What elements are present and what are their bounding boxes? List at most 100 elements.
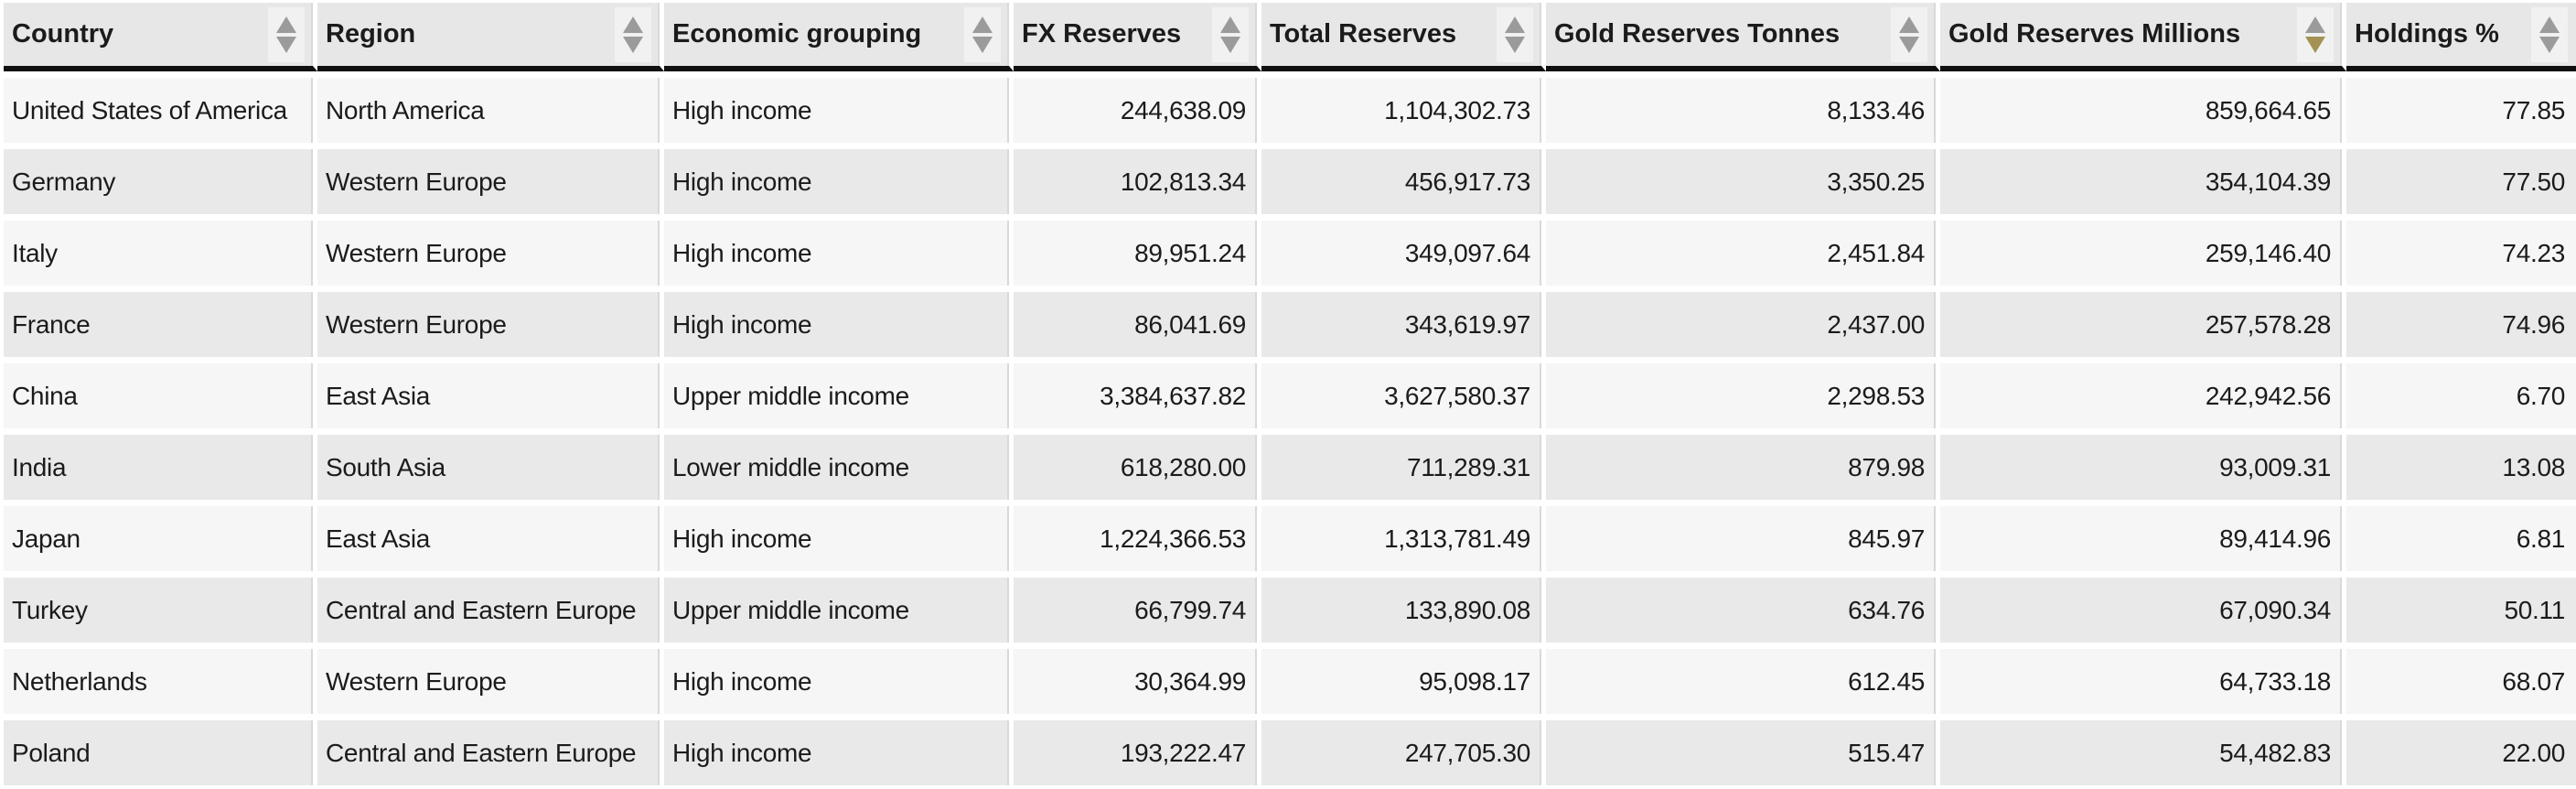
cell-region: Western Europe [317,292,664,357]
cell-country: Poland [4,720,317,785]
cell-gold-reserves-tonnes: 879.98 [1546,435,1940,500]
sort-desc-arrow-icon [276,36,296,53]
table-body: United States of America North America Hig… [4,78,2576,785]
cell-holdings-percent: 50.11 [2346,578,2576,643]
cell-country: United States of America [4,78,317,143]
cell-gold-reserves-millions: 67,090.34 [1940,578,2346,643]
sort-asc-arrow-icon [623,16,643,33]
sort-desc-arrow-icon [623,36,643,53]
column-header-holdings-percent[interactable]: Holdings % [2346,3,2576,71]
sort-arrows-icon[interactable] [1212,6,1249,62]
sort-arrows-icon[interactable] [2297,6,2334,62]
sort-arrows-icon[interactable] [268,6,305,62]
sort-arrows-icon[interactable] [1497,6,1533,62]
cell-country: Netherlands [4,649,317,714]
column-header-label: Economic grouping [672,19,922,49]
cell-fx-reserves: 244,638.09 [1014,78,1261,143]
cell-gold-reserves-tonnes: 515.47 [1546,720,1940,785]
cell-fx-reserves: 193,222.47 [1014,720,1261,785]
sort-desc-arrow-icon [1220,36,1240,53]
cell-gold-reserves-millions: 259,146.40 [1940,221,2346,286]
sort-desc-arrow-icon [2539,36,2560,53]
cell-fx-reserves: 1,224,366.53 [1014,506,1261,571]
cell-holdings-percent: 22.00 [2346,720,2576,785]
column-header-label: Country [12,19,114,49]
cell-region: Western Europe [317,149,664,214]
column-header-fx-reserves[interactable]: FX Reserves [1014,3,1261,71]
cell-gold-reserves-tonnes: 845.97 [1546,506,1940,571]
sort-arrows-icon[interactable] [615,6,651,62]
sort-asc-arrow-icon [1899,16,1919,33]
cell-gold-reserves-tonnes: 612.45 [1546,649,1940,714]
column-header-gold-reserves-millions[interactable]: Gold Reserves Millions [1940,3,2346,71]
cell-country: Turkey [4,578,317,643]
cell-fx-reserves: 89,951.24 [1014,221,1261,286]
cell-fx-reserves: 66,799.74 [1014,578,1261,643]
table-row: Germany Western Europe High income 102,813.… [4,149,2576,214]
cell-gold-reserves-tonnes: 2,437.00 [1546,292,1940,357]
cell-economic-grouping: High income [664,221,1014,286]
cell-gold-reserves-millions: 257,578.28 [1940,292,2346,357]
cell-total-reserves: 95,098.17 [1261,649,1546,714]
column-header-region[interactable]: Region [317,3,664,71]
column-header-label: Gold Reserves Tonnes [1554,19,1841,49]
table-row: Poland Central and Eastern Europe High inc… [4,720,2576,785]
sort-asc-arrow-icon [276,16,296,33]
column-header-gold-reserves-tonnes[interactable]: Gold Reserves Tonnes [1546,3,1940,71]
cell-country: India [4,435,317,500]
cell-economic-grouping: High income [664,649,1014,714]
cell-gold-reserves-tonnes: 3,350.25 [1546,149,1940,214]
sort-arrows-icon[interactable] [1891,6,1927,62]
cell-total-reserves: 1,313,781.49 [1261,506,1546,571]
cell-region: North America [317,78,664,143]
table-header-row: Country Region Economic grouping FX Reserve… [4,3,2576,71]
cell-total-reserves: 456,917.73 [1261,149,1546,214]
column-header-total-reserves[interactable]: Total Reserves [1261,3,1546,71]
cell-total-reserves: 3,627,580.37 [1261,363,1546,428]
column-header-label: FX Reserves [1022,19,1182,49]
column-header-country[interactable]: Country [4,3,317,71]
cell-gold-reserves-tonnes: 634.76 [1546,578,1940,643]
cell-fx-reserves: 102,813.34 [1014,149,1261,214]
cell-region: Western Europe [317,221,664,286]
sort-asc-arrow-icon [1505,16,1525,33]
cell-gold-reserves-millions: 54,482.83 [1940,720,2346,785]
cell-holdings-percent: 77.85 [2346,78,2576,143]
table-row: United States of America North America Hig… [4,78,2576,143]
cell-fx-reserves: 86,041.69 [1014,292,1261,357]
cell-country: Japan [4,506,317,571]
cell-holdings-percent: 74.96 [2346,292,2576,357]
cell-economic-grouping: Upper middle income [664,578,1014,643]
cell-economic-grouping: High income [664,149,1014,214]
cell-country: China [4,363,317,428]
column-header-label: Region [326,19,416,49]
column-header-economic-grouping[interactable]: Economic grouping [664,3,1014,71]
sort-asc-arrow-icon [2305,16,2325,33]
table-row: China East Asia Upper middle income 3,384,6… [4,363,2576,428]
cell-gold-reserves-tonnes: 2,298.53 [1546,363,1940,428]
cell-gold-reserves-millions: 354,104.39 [1940,149,2346,214]
cell-country: Italy [4,221,317,286]
cell-country: Germany [4,149,317,214]
sort-asc-arrow-icon [2539,16,2560,33]
cell-region: Central and Eastern Europe [317,720,664,785]
sort-asc-arrow-icon [972,16,993,33]
cell-economic-grouping: High income [664,292,1014,357]
cell-holdings-percent: 6.70 [2346,363,2576,428]
cell-total-reserves: 133,890.08 [1261,578,1546,643]
cell-gold-reserves-millions: 93,009.31 [1940,435,2346,500]
cell-total-reserves: 349,097.64 [1261,221,1546,286]
cell-gold-reserves-tonnes: 2,451.84 [1546,221,1940,286]
cell-economic-grouping: High income [664,720,1014,785]
cell-holdings-percent: 68.07 [2346,649,2576,714]
sort-arrows-icon[interactable] [964,6,1001,62]
column-header-label: Holdings % [2355,19,2499,49]
cell-gold-reserves-tonnes: 8,133.46 [1546,78,1940,143]
column-header-label: Total Reserves [1270,19,1457,49]
cell-gold-reserves-millions: 242,942.56 [1940,363,2346,428]
cell-holdings-percent: 74.23 [2346,221,2576,286]
cell-total-reserves: 1,104,302.73 [1261,78,1546,143]
sort-arrows-icon[interactable] [2531,6,2568,62]
cell-fx-reserves: 30,364.99 [1014,649,1261,714]
